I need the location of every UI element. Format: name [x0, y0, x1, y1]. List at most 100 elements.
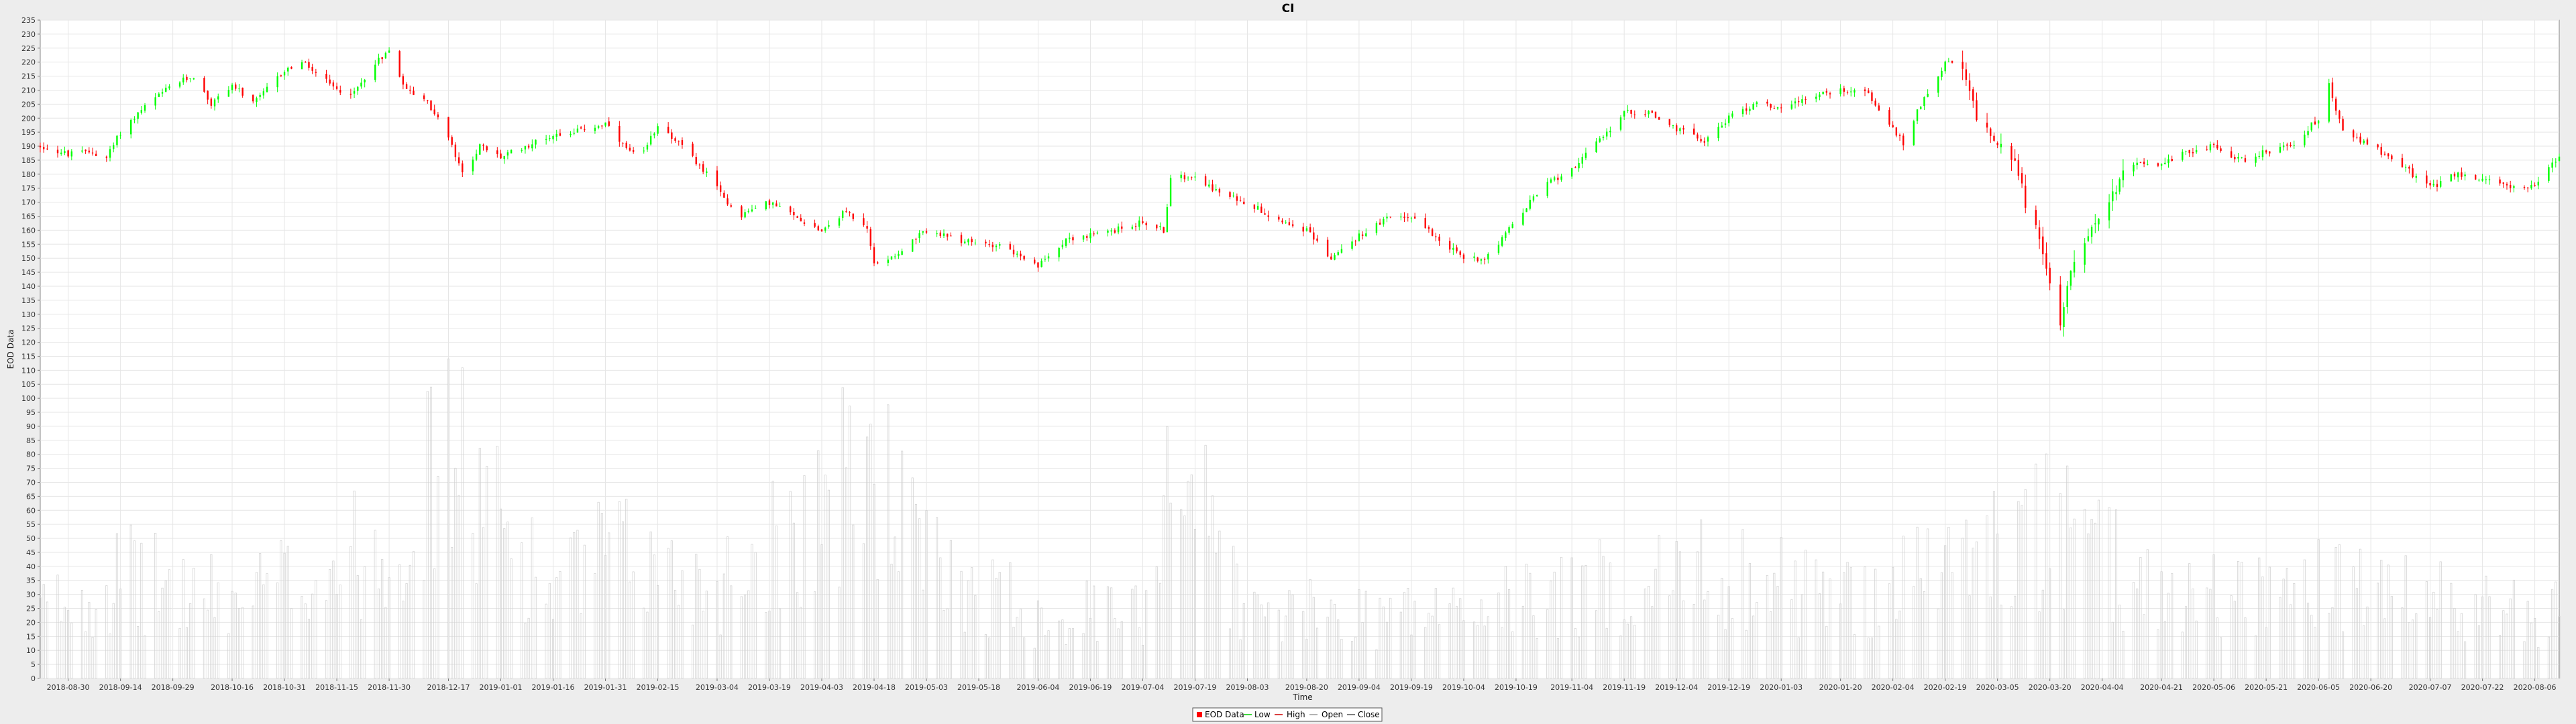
volume-bar — [2241, 562, 2243, 679]
candle-body — [1944, 61, 1946, 72]
volume-bar — [2509, 598, 2512, 679]
candle-body — [1340, 249, 1343, 253]
volume-bar — [765, 612, 767, 679]
candle-body — [1529, 200, 1531, 209]
volume-bar — [1839, 603, 1842, 679]
volume-bar — [1843, 572, 1845, 679]
volume-bar — [1462, 620, 1465, 679]
volume-bar — [115, 533, 118, 679]
volume-bar — [1696, 551, 1699, 679]
candle-body — [1166, 207, 1169, 233]
y-tick-label: 50 — [26, 534, 36, 543]
candle-body — [182, 77, 184, 82]
volume-bar — [203, 598, 205, 679]
volume-bar — [1853, 634, 1856, 679]
candle-body — [329, 79, 331, 84]
candle-body — [458, 157, 460, 164]
candle-body — [1291, 224, 1294, 227]
volume-bar — [217, 582, 219, 679]
volume-bar — [1529, 572, 1532, 679]
candle-body — [482, 144, 484, 146]
candle-body — [1114, 230, 1116, 233]
volume-bar — [95, 609, 97, 679]
candle-body — [692, 143, 694, 156]
volume-bar — [534, 577, 537, 679]
candle-body — [1072, 237, 1074, 241]
candle-body — [1546, 182, 1548, 196]
y-tick-label: 230 — [21, 30, 36, 39]
candle-body — [838, 218, 841, 226]
volume-bar — [604, 555, 607, 679]
volume-bar — [133, 540, 136, 679]
volume-bar — [1790, 599, 1793, 679]
candle-body — [2094, 223, 2096, 225]
volume-bar — [1703, 599, 1706, 679]
volume-bar — [1180, 509, 1183, 679]
x-tick-label: 2019-08-03 — [1226, 683, 1269, 692]
y-tick-label: 235 — [21, 16, 36, 25]
candle-body — [2014, 158, 2016, 161]
candle-body — [130, 119, 132, 135]
volume-bar — [423, 580, 425, 679]
volume-bar — [621, 521, 625, 679]
candle-body — [1581, 157, 1583, 164]
candle-body — [451, 137, 453, 145]
volume-bar — [768, 610, 771, 679]
candle-body — [2310, 122, 2312, 131]
volume-bar — [332, 560, 335, 679]
x-tick-label: 2019-08-20 — [1285, 683, 1328, 692]
candle-body — [1134, 226, 1137, 227]
candle-body — [1061, 245, 1064, 247]
candle-body — [283, 72, 286, 76]
candle-body — [695, 156, 697, 165]
candle-body — [887, 259, 890, 263]
y-tick-label: 85 — [26, 436, 36, 445]
candle-body — [967, 239, 969, 243]
x-tick-label: 2019-12-19 — [1707, 683, 1750, 692]
candle-body — [213, 99, 216, 107]
volume-bar — [2021, 505, 2023, 679]
volume-bar — [551, 619, 555, 679]
volume-bar — [335, 594, 338, 679]
candle-body — [1309, 227, 1311, 233]
volume-bar — [1700, 520, 1703, 679]
volume-bar — [967, 580, 969, 679]
x-tick-label: 2019-10-19 — [1495, 683, 1538, 692]
volume-bar — [1117, 628, 1120, 679]
volume-bar — [1989, 596, 1992, 679]
candle-body — [584, 129, 586, 131]
x-tick-label: 2020-06-05 — [2297, 683, 2340, 692]
candle-body — [1693, 128, 1695, 135]
volume-bar — [1472, 621, 1476, 679]
y-tick-label: 225 — [21, 44, 36, 53]
volume-bar — [803, 475, 806, 679]
volume-bar — [1138, 627, 1140, 679]
candle-body — [2070, 270, 2072, 286]
candle-body — [207, 90, 209, 100]
volume-bar — [1898, 610, 1901, 679]
volume-bar — [409, 564, 411, 679]
x-tick-label: 2019-09-04 — [1338, 683, 1381, 692]
volume-bar — [91, 637, 94, 679]
candle-body — [936, 233, 938, 235]
x-tick-label: 2019-07-19 — [1174, 683, 1217, 692]
candle-body — [350, 93, 352, 95]
volume-bar — [482, 527, 485, 679]
candle-body — [2432, 184, 2434, 186]
x-axis: 2018-08-30 2018-09-14 2018-09-29 2018-10-16… — [47, 678, 2557, 692]
y-tick-label: 165 — [21, 213, 36, 221]
candle-body — [475, 154, 478, 160]
volume-bar — [817, 450, 820, 679]
volume-bar — [46, 601, 48, 679]
candle-body — [898, 253, 900, 256]
candle-body — [995, 245, 998, 247]
candle-body — [1452, 247, 1454, 250]
candle-body — [2164, 162, 2166, 164]
volume-bar — [2265, 627, 2267, 679]
volume-bar — [2157, 629, 2159, 679]
y-tick-label: 160 — [21, 226, 36, 235]
candle-body — [2098, 219, 2100, 225]
volume-bar — [496, 446, 498, 679]
y-tick-label: 145 — [21, 268, 36, 277]
y-tick-label: 125 — [21, 324, 36, 333]
